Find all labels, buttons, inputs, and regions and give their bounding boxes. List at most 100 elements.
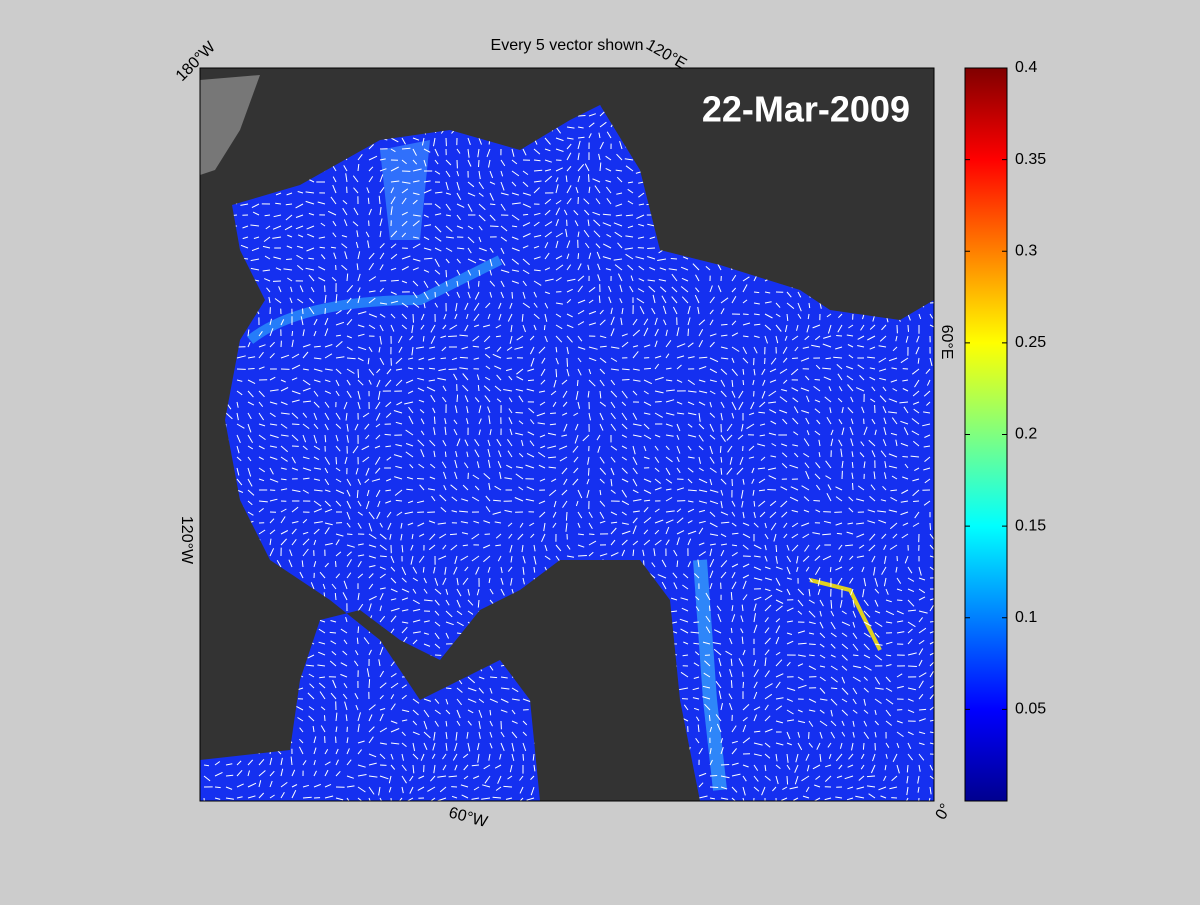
vector xyxy=(644,368,651,369)
vector xyxy=(753,798,754,806)
graticule-label: 60°E xyxy=(938,325,955,360)
vector xyxy=(479,281,480,287)
vector xyxy=(913,501,919,502)
graticule-label: 60°W xyxy=(447,804,490,831)
vector xyxy=(472,765,479,766)
vector xyxy=(577,380,578,386)
vector xyxy=(647,248,655,249)
vector xyxy=(478,385,479,391)
vector xyxy=(380,556,387,557)
vector xyxy=(743,380,744,385)
vector xyxy=(693,643,699,644)
vector xyxy=(721,324,728,325)
vector xyxy=(710,776,717,777)
vector xyxy=(523,214,528,215)
vector xyxy=(446,270,447,277)
vector xyxy=(495,545,501,546)
vector xyxy=(424,258,432,259)
vector xyxy=(589,468,590,476)
vector xyxy=(413,314,414,323)
vector xyxy=(930,523,931,530)
vector xyxy=(792,358,798,359)
vector xyxy=(357,638,358,644)
vector xyxy=(336,457,337,464)
vector xyxy=(204,765,209,766)
vector xyxy=(721,765,729,766)
date-label: 22-Mar-2009 xyxy=(702,89,910,130)
vector xyxy=(358,369,359,378)
vector xyxy=(406,489,413,490)
vector xyxy=(831,600,832,609)
vector xyxy=(731,680,732,688)
vector xyxy=(908,666,917,667)
vector xyxy=(457,395,458,402)
vector xyxy=(441,358,446,359)
vector xyxy=(357,490,358,498)
vector xyxy=(550,424,556,425)
vector xyxy=(369,679,370,688)
vector xyxy=(754,501,755,507)
chart-title: Every 5 vector shown xyxy=(491,37,644,54)
vector xyxy=(578,116,586,117)
colorbar-tick-label: 0.1 xyxy=(1015,609,1037,626)
vector xyxy=(743,314,749,315)
vector xyxy=(809,655,815,656)
colorbar xyxy=(965,68,1007,801)
vector xyxy=(709,606,710,611)
vector xyxy=(479,160,480,167)
colorbar-tick-label: 0.4 xyxy=(1015,59,1037,76)
vector xyxy=(308,258,314,259)
colorbar-tick-label: 0.2 xyxy=(1015,426,1037,443)
vector xyxy=(347,358,356,359)
vector xyxy=(867,776,875,777)
vector xyxy=(325,435,326,442)
vector xyxy=(478,600,479,608)
graticule-label: 0° xyxy=(933,801,955,823)
vector xyxy=(754,292,759,293)
vector xyxy=(493,797,501,798)
vector xyxy=(655,402,662,403)
vector xyxy=(671,259,677,260)
vector xyxy=(743,369,744,375)
map-area xyxy=(199,66,939,807)
vector xyxy=(798,643,807,644)
vector xyxy=(710,787,718,788)
vector xyxy=(826,358,832,359)
vector xyxy=(490,204,495,205)
vector xyxy=(833,357,842,358)
vector xyxy=(897,600,902,601)
vector xyxy=(286,259,292,260)
vector xyxy=(589,174,590,182)
vector xyxy=(550,413,556,414)
vector xyxy=(512,292,513,299)
vector xyxy=(815,380,820,381)
vector xyxy=(330,632,336,633)
vector xyxy=(248,369,255,370)
vector xyxy=(566,512,567,521)
vector xyxy=(809,644,816,645)
vector xyxy=(683,655,688,656)
vector xyxy=(622,380,630,381)
vector xyxy=(830,567,831,572)
colorbar-tick-label: 0.15 xyxy=(1015,517,1046,534)
vector xyxy=(567,358,568,367)
vector xyxy=(599,296,600,304)
vector xyxy=(853,655,858,656)
vector xyxy=(721,522,729,523)
vector xyxy=(544,325,545,330)
vector xyxy=(732,545,737,546)
vector xyxy=(548,457,556,458)
vector xyxy=(767,490,776,491)
vector xyxy=(787,776,788,785)
vector xyxy=(836,336,842,337)
vector xyxy=(512,226,517,227)
vector xyxy=(589,534,594,535)
vector xyxy=(292,331,293,336)
vector xyxy=(496,336,501,337)
vector xyxy=(445,452,446,457)
vector xyxy=(907,765,908,772)
vector xyxy=(446,688,451,689)
vector xyxy=(578,534,584,535)
vector xyxy=(731,592,732,600)
